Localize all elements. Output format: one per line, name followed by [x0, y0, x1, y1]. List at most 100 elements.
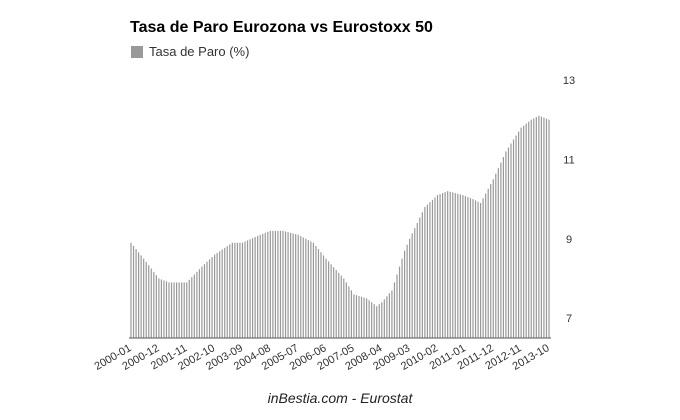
bar-2004-05 — [262, 233, 264, 338]
legend: Tasa de Paro (%) — [131, 44, 249, 59]
bar-2004-04 — [259, 234, 261, 338]
y-axis-ticks: 7 9 11 13 — [563, 75, 575, 325]
bar-2004-08 — [269, 230, 271, 338]
bar-2002-02 — [193, 274, 195, 338]
bar-2000-03 — [135, 249, 137, 338]
bar-2006-07 — [328, 261, 330, 338]
bar-2004-10 — [274, 230, 276, 338]
bar-2008-11 — [398, 266, 401, 338]
bar-2000-11 — [155, 275, 157, 338]
bar-2006-03 — [317, 249, 320, 338]
x-axis-ticks: 2000-012000-122001-112002-102003-092004-… — [93, 342, 552, 373]
bar-2000-05 — [140, 255, 142, 338]
bar-2006-09 — [333, 267, 335, 338]
bar-2006-01 — [312, 242, 314, 338]
bar-2013-01 — [525, 123, 527, 338]
y-tick-label-11: 11 — [563, 154, 574, 166]
bar-2006-06 — [325, 258, 327, 338]
bar-2011-01 — [464, 196, 466, 338]
bar-2002-05 — [201, 266, 203, 338]
bar-2003-10 — [244, 241, 246, 338]
bar-2002-12 — [219, 251, 221, 338]
bar-2011-02 — [467, 197, 469, 338]
bar-2013-08 — [543, 117, 545, 339]
bar-2006-12 — [340, 275, 342, 338]
bar-2013-02 — [528, 121, 530, 339]
bar-2001-05 — [170, 282, 173, 338]
bar-2008-05 — [383, 299, 385, 338]
bar-2005-03 — [287, 232, 289, 338]
bar-2001-08 — [178, 282, 180, 338]
bar-2010-01 — [434, 197, 436, 338]
bar-2008-09 — [393, 282, 396, 338]
bar-2007-05 — [353, 294, 355, 338]
bar-2007-03 — [348, 286, 350, 338]
bar-2001-01 — [160, 279, 162, 338]
bar-2007-04 — [350, 290, 352, 338]
bar-2012-11 — [520, 127, 522, 338]
bar-2004-11 — [277, 230, 279, 338]
bar-2004-03 — [257, 235, 259, 338]
bar-2001-02 — [163, 280, 165, 338]
bar-2005-02 — [284, 231, 287, 338]
bar-2009-08 — [421, 212, 423, 338]
bar-2005-12 — [310, 241, 312, 338]
bar-2013-03 — [530, 119, 532, 338]
bar-2008-06 — [386, 296, 388, 338]
bar-2004-07 — [267, 231, 269, 338]
bar-2001-10 — [183, 282, 185, 338]
bar-2001-07 — [176, 282, 178, 338]
bar-2010-06 — [447, 191, 449, 338]
bar-2002-07 — [206, 261, 208, 338]
bar-2002-11 — [216, 252, 218, 338]
bar-2006-10 — [335, 269, 337, 338]
bar-2013-09 — [545, 118, 548, 338]
bar-2003-12 — [249, 239, 251, 338]
bar-2012-03 — [500, 162, 502, 338]
bar-2007-10 — [366, 298, 368, 338]
bar-2011-12 — [492, 179, 494, 338]
bar-2012-10 — [518, 131, 520, 338]
bar-2011-08 — [482, 198, 484, 338]
bar-2006-08 — [330, 264, 332, 338]
bar-2009-05 — [414, 228, 416, 338]
bar-2002-10 — [214, 254, 216, 338]
bar-2012-07 — [510, 143, 512, 338]
bar-2003-11 — [246, 240, 249, 338]
bar-2009-07 — [419, 217, 421, 338]
bar-2008-10 — [396, 274, 398, 338]
bar-2012-05 — [505, 151, 507, 338]
bar-2003-06 — [234, 242, 236, 338]
bar-2011-06 — [477, 201, 479, 338]
bar-2000-04 — [138, 252, 140, 338]
bar-2003-08 — [239, 242, 241, 338]
bar-2011-04 — [472, 199, 474, 338]
bar-2007-09 — [363, 297, 365, 338]
bar-2008-08 — [391, 290, 393, 338]
bar-2012-08 — [512, 139, 515, 338]
bar-2000-06 — [143, 258, 145, 338]
bar-2003-02 — [224, 247, 226, 338]
bar-2011-11 — [490, 183, 492, 338]
bar-2012-02 — [497, 168, 499, 338]
bar-2001-04 — [168, 282, 170, 338]
bar-2004-06 — [264, 232, 266, 338]
bar-2005-09 — [302, 237, 304, 338]
bar-2008-03 — [378, 304, 380, 338]
bar-2005-11 — [307, 240, 309, 338]
bar-2000-08 — [148, 265, 150, 338]
bar-2005-07 — [297, 234, 299, 338]
bar-2009-11 — [429, 202, 431, 338]
bar-2010-02 — [436, 195, 439, 338]
bar-2005-06 — [295, 234, 297, 338]
bar-2001-03 — [165, 281, 168, 338]
bar-2005-08 — [300, 236, 302, 338]
bar-2013-04 — [533, 118, 535, 339]
bar-2002-09 — [211, 257, 213, 338]
bar-2010-10 — [457, 193, 459, 338]
bar-2002-01 — [191, 277, 193, 338]
bar-2007-08 — [360, 296, 363, 338]
y-tick-label-13: 13 — [563, 75, 575, 87]
bar-2013-10 — [548, 119, 550, 338]
